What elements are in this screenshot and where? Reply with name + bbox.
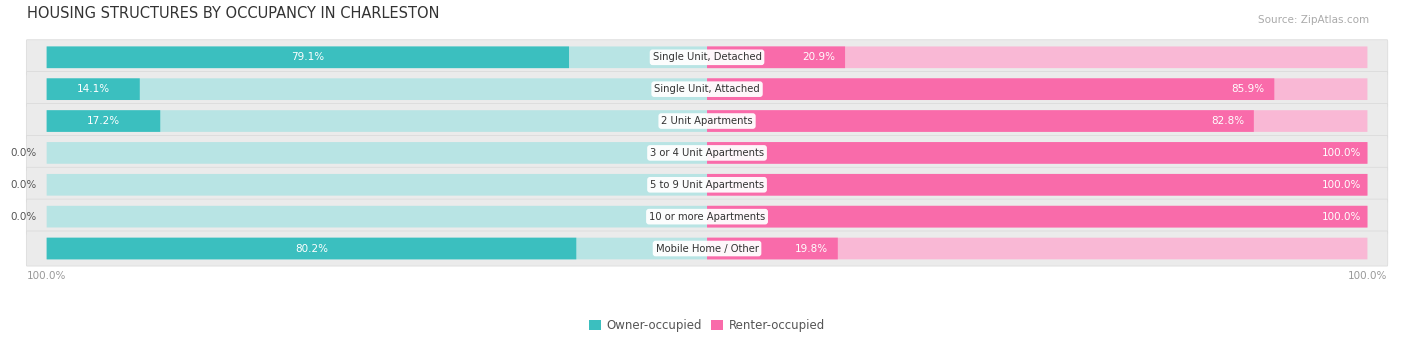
Text: Mobile Home / Other: Mobile Home / Other bbox=[655, 243, 759, 253]
FancyBboxPatch shape bbox=[46, 110, 707, 132]
FancyBboxPatch shape bbox=[707, 110, 1254, 132]
Text: 3 or 4 Unit Apartments: 3 or 4 Unit Apartments bbox=[650, 148, 763, 158]
FancyBboxPatch shape bbox=[46, 46, 707, 68]
FancyBboxPatch shape bbox=[707, 206, 1368, 227]
FancyBboxPatch shape bbox=[27, 72, 1388, 107]
FancyBboxPatch shape bbox=[27, 40, 1388, 75]
FancyBboxPatch shape bbox=[46, 78, 707, 100]
FancyBboxPatch shape bbox=[27, 104, 1388, 138]
Text: HOUSING STRUCTURES BY OCCUPANCY IN CHARLESTON: HOUSING STRUCTURES BY OCCUPANCY IN CHARL… bbox=[27, 6, 439, 21]
Text: Source: ZipAtlas.com: Source: ZipAtlas.com bbox=[1258, 15, 1369, 25]
Text: 100.0%: 100.0% bbox=[1322, 180, 1361, 190]
Text: 20.9%: 20.9% bbox=[803, 52, 835, 62]
FancyBboxPatch shape bbox=[46, 238, 707, 260]
FancyBboxPatch shape bbox=[707, 206, 1368, 227]
FancyBboxPatch shape bbox=[46, 46, 569, 68]
FancyBboxPatch shape bbox=[46, 78, 139, 100]
Text: 79.1%: 79.1% bbox=[291, 52, 325, 62]
FancyBboxPatch shape bbox=[27, 199, 1388, 234]
Text: 0.0%: 0.0% bbox=[10, 148, 37, 158]
FancyBboxPatch shape bbox=[707, 174, 1368, 196]
Text: Single Unit, Attached: Single Unit, Attached bbox=[654, 84, 759, 94]
Text: 14.1%: 14.1% bbox=[77, 84, 110, 94]
Text: 82.8%: 82.8% bbox=[1211, 116, 1244, 126]
FancyBboxPatch shape bbox=[707, 174, 1368, 196]
Text: 80.2%: 80.2% bbox=[295, 243, 328, 253]
FancyBboxPatch shape bbox=[707, 142, 1368, 164]
FancyBboxPatch shape bbox=[27, 135, 1388, 170]
FancyBboxPatch shape bbox=[27, 167, 1388, 202]
Text: 100.0%: 100.0% bbox=[27, 271, 66, 281]
FancyBboxPatch shape bbox=[707, 110, 1368, 132]
FancyBboxPatch shape bbox=[46, 174, 707, 196]
Text: 17.2%: 17.2% bbox=[87, 116, 120, 126]
FancyBboxPatch shape bbox=[707, 46, 845, 68]
Text: 0.0%: 0.0% bbox=[10, 212, 37, 222]
Text: 100.0%: 100.0% bbox=[1348, 271, 1388, 281]
FancyBboxPatch shape bbox=[27, 231, 1388, 266]
Text: Single Unit, Detached: Single Unit, Detached bbox=[652, 52, 762, 62]
FancyBboxPatch shape bbox=[707, 78, 1274, 100]
FancyBboxPatch shape bbox=[707, 46, 1368, 68]
FancyBboxPatch shape bbox=[46, 110, 160, 132]
FancyBboxPatch shape bbox=[707, 78, 1368, 100]
Text: 19.8%: 19.8% bbox=[794, 243, 828, 253]
FancyBboxPatch shape bbox=[46, 238, 576, 260]
Text: 5 to 9 Unit Apartments: 5 to 9 Unit Apartments bbox=[650, 180, 763, 190]
Text: 85.9%: 85.9% bbox=[1232, 84, 1264, 94]
Text: 0.0%: 0.0% bbox=[10, 180, 37, 190]
Legend: Owner-occupied, Renter-occupied: Owner-occupied, Renter-occupied bbox=[583, 314, 830, 337]
FancyBboxPatch shape bbox=[46, 142, 707, 164]
Text: 10 or more Apartments: 10 or more Apartments bbox=[650, 212, 765, 222]
FancyBboxPatch shape bbox=[707, 238, 838, 260]
Text: 100.0%: 100.0% bbox=[1322, 212, 1361, 222]
FancyBboxPatch shape bbox=[707, 142, 1368, 164]
FancyBboxPatch shape bbox=[46, 206, 707, 227]
FancyBboxPatch shape bbox=[707, 238, 1368, 260]
Text: 100.0%: 100.0% bbox=[1322, 148, 1361, 158]
Text: 2 Unit Apartments: 2 Unit Apartments bbox=[661, 116, 752, 126]
